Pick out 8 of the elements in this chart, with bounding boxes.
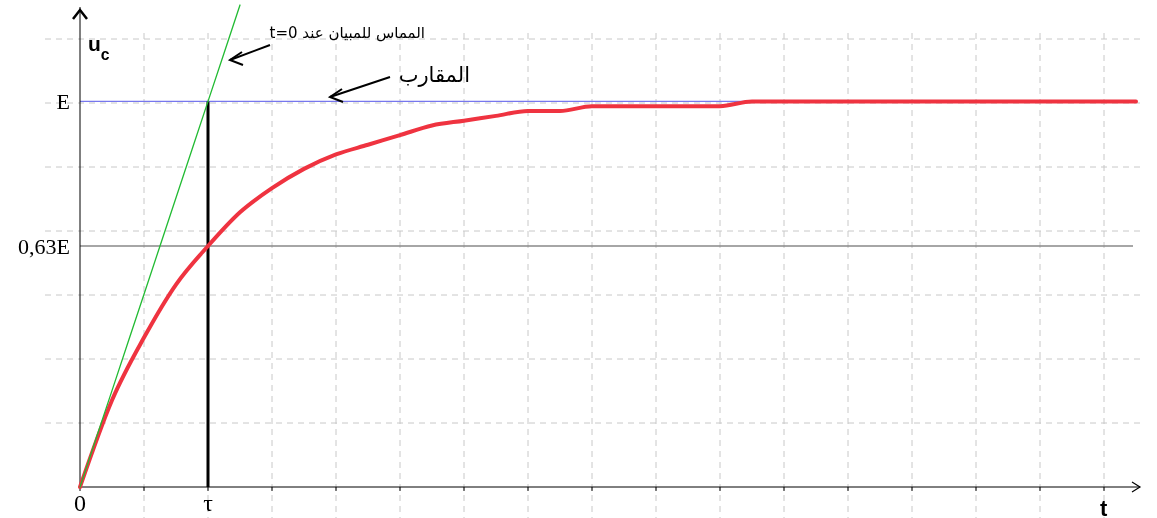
x-tick-label: τ <box>203 490 214 516</box>
annotation: المقارب <box>398 63 470 87</box>
ref-line-label: E <box>56 89 70 115</box>
x-axis-title: t <box>1100 496 1108 518</box>
y-axis-title: u$_{c}$ <box>88 32 110 63</box>
annotation: المماس للمبيان عند t=0 <box>269 24 425 42</box>
x-tick-label: 0 <box>74 490 86 516</box>
ref-line-label: 0,63E <box>18 233 70 259</box>
